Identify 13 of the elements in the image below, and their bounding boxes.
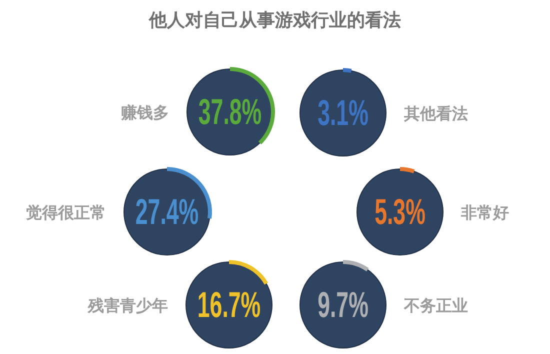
data-label: 3.1% xyxy=(318,94,368,134)
category-label: 其他看法 xyxy=(403,104,468,123)
data-label: 27.4% xyxy=(135,192,199,232)
data-label: 37.8% xyxy=(198,92,262,132)
category-label: 觉得很正常 xyxy=(25,203,106,222)
category-label: 非常好 xyxy=(460,203,509,222)
category-label: 不务正业 xyxy=(403,296,468,315)
data-label: 9.7% xyxy=(318,286,368,326)
text: 他人对自己从事游戏行业的看法 xyxy=(148,10,401,31)
category-label: 赚钱多 xyxy=(120,103,169,122)
category-label: 残害青少年 xyxy=(87,296,168,315)
data-label: 16.7% xyxy=(197,286,261,326)
data-label: 5.3% xyxy=(374,192,426,232)
